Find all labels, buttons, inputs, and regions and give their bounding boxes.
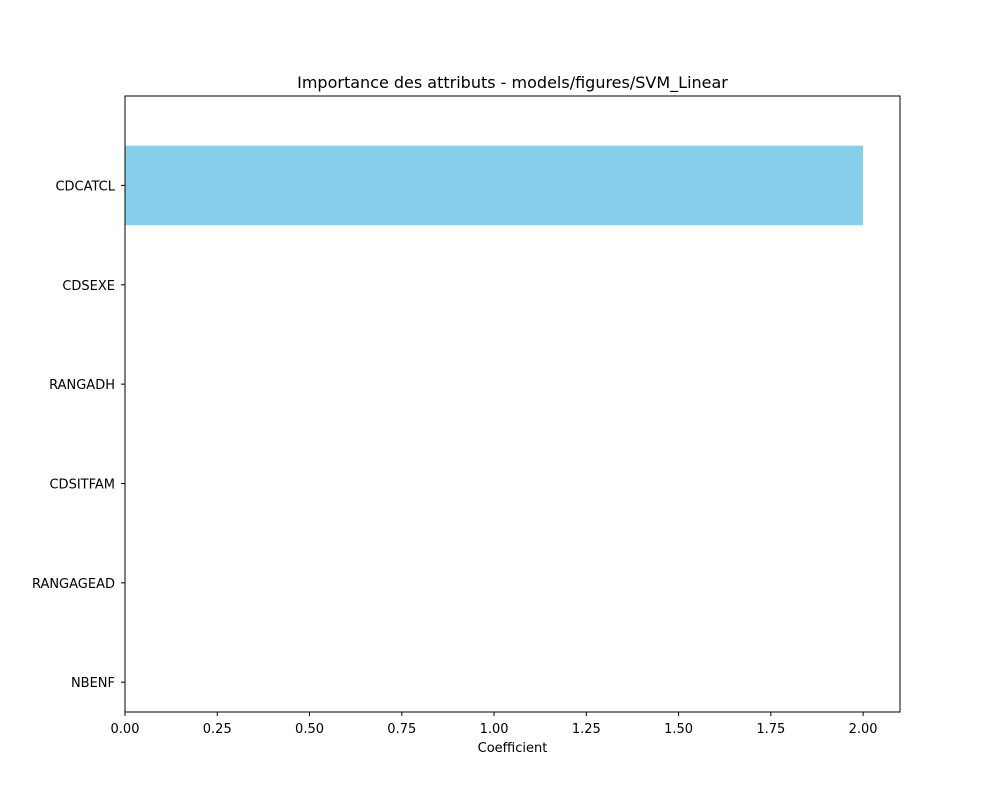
chart-title: Importance des attributs - models/figure… xyxy=(297,73,728,93)
y-tick-label: NBENF xyxy=(71,676,115,691)
x-tick-label: 2.00 xyxy=(849,722,878,737)
x-tick-label: 1.75 xyxy=(756,722,785,737)
bars-layer xyxy=(125,145,864,226)
y-tick-label: CDCATCL xyxy=(55,179,115,194)
x-tick-label: 1.25 xyxy=(572,722,601,737)
y-axis: CDCATCL CDSEXE RANGADH CDSITFAM RANGAGEAD NBE… xyxy=(32,179,125,691)
x-axis-title: Coefficient xyxy=(478,741,548,756)
y-tick-label: RANGADH xyxy=(49,378,115,393)
y-tick-label: RANGAGEAD xyxy=(32,577,115,592)
x-axis: 0.00 0.25 0.50 0.75 1.00 1.25 1.50 1.75 2.00 xyxy=(111,712,878,737)
x-tick-label: 0.25 xyxy=(203,722,232,737)
y-tick-label: CDSEXE xyxy=(62,279,115,294)
x-tick-label: 0.00 xyxy=(111,722,140,737)
x-tick-label: 0.75 xyxy=(387,722,416,737)
x-tick-label: 1.50 xyxy=(664,722,693,737)
x-tick-label: 0.50 xyxy=(295,722,324,737)
plot-frame xyxy=(124,95,901,713)
y-tick-label: CDSITFAM xyxy=(49,477,115,492)
bar-cdcatcl xyxy=(125,145,864,226)
x-tick-label: 1.00 xyxy=(480,722,509,737)
